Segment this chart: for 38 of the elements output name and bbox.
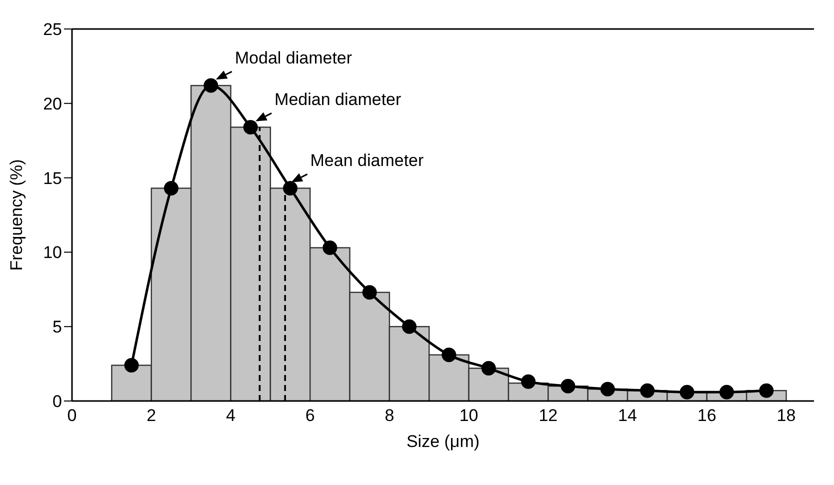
x-tick-label: 12 — [538, 406, 558, 426]
annotation: Modal diameter — [234, 48, 352, 68]
y-tick-label: 5 — [52, 318, 62, 337]
point — [282, 180, 298, 196]
point — [124, 358, 139, 373]
annotation: Mean diameter — [310, 151, 424, 170]
annotation: Median diameter — [274, 90, 402, 110]
point — [362, 285, 377, 300]
x-tick-label: 14 — [618, 406, 637, 426]
y-axis-title: Frequency (%) — [7, 159, 26, 271]
point — [243, 120, 258, 134]
y-tick-label: 0 — [52, 392, 62, 412]
point — [680, 384, 694, 400]
point — [322, 240, 338, 255]
y-tick-label: 10 — [43, 243, 62, 262]
x-tick-label: 16 — [697, 406, 716, 426]
point — [442, 348, 456, 362]
point — [560, 378, 576, 394]
point — [164, 180, 178, 196]
point — [640, 383, 655, 398]
x-tick-label: 4 — [226, 406, 236, 426]
y-tick-label: 25 — [43, 20, 62, 40]
point — [204, 78, 218, 93]
point — [481, 361, 496, 376]
point — [521, 374, 536, 389]
point — [402, 319, 417, 334]
point — [600, 382, 615, 396]
x-tick-label: 6 — [305, 406, 315, 426]
x-tick-label: 0 — [67, 406, 77, 426]
x-tick-label: 18 — [776, 406, 796, 426]
x-axis-title: Size (μm) — [406, 432, 480, 451]
point — [759, 383, 774, 398]
x-tick-label: 10 — [459, 406, 478, 426]
y-tick-label: 20 — [43, 94, 62, 114]
x-tick-label: 2 — [146, 406, 156, 426]
y-tick-label: 15 — [43, 168, 62, 188]
x-tick-label: 8 — [384, 406, 394, 426]
point — [719, 384, 734, 400]
